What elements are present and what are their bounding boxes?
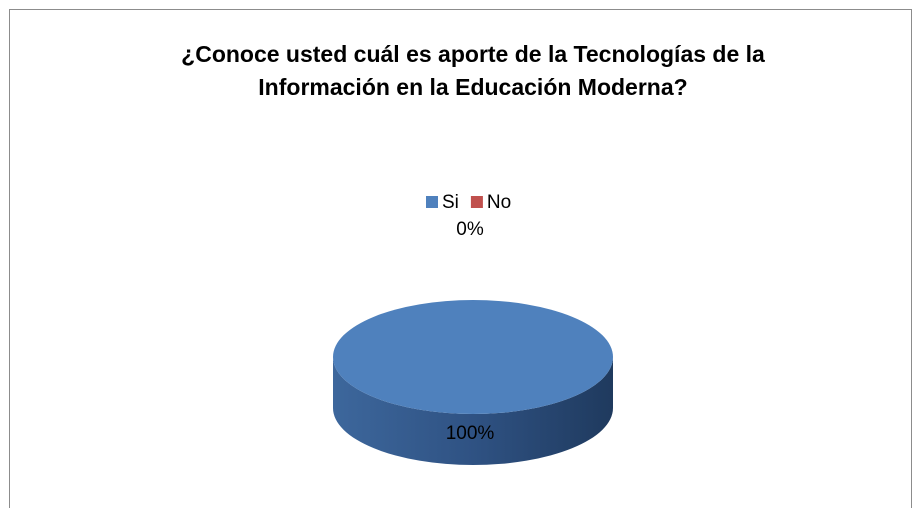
- data-label: 0%: [456, 219, 484, 240]
- legend-label: Si: [442, 192, 459, 213]
- legend-swatch: [426, 196, 438, 208]
- chart-border: [9, 9, 912, 508]
- data-label: 100%: [446, 423, 495, 444]
- chart-title: ¿Conoce usted cuál es aporte de la Tecno…: [181, 41, 765, 100]
- pie-slice: [333, 300, 613, 414]
- legend-label: No: [487, 192, 511, 213]
- legend-swatch: [470, 196, 483, 208]
- pie-side: [333, 357, 613, 465]
